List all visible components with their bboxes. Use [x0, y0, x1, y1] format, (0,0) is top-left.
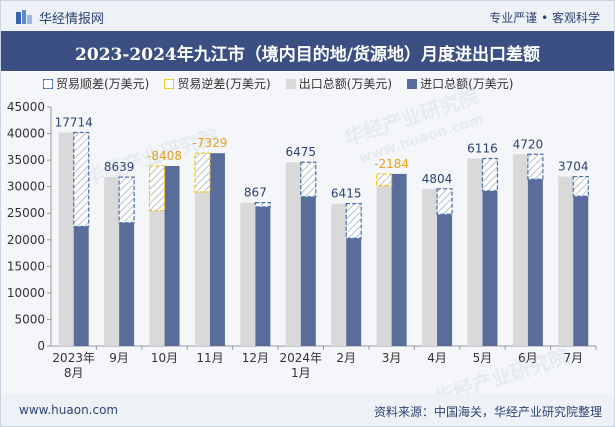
x-tick-label: 5月: [473, 351, 493, 365]
y-tick-label: 15000: [7, 259, 45, 273]
footer-url-link[interactable]: www.huaon.com: [19, 403, 119, 417]
import-bar: [209, 153, 225, 346]
legend-label-import: 进口总额(万美元): [420, 77, 514, 91]
x-tick-label: 8月: [64, 366, 84, 380]
balance-data-label: 4720: [513, 137, 544, 151]
brand[interactable]: 华经情报网: [15, 8, 104, 27]
balance-data-label: -8408: [147, 149, 182, 163]
x-tick-label: 6月: [518, 351, 538, 365]
export-bar: [422, 188, 438, 346]
balance-data-label: -2184: [374, 157, 409, 171]
x-tick-label: 10月: [151, 351, 178, 365]
import-bar: [255, 206, 271, 346]
balance-data-label: -7329: [193, 136, 228, 150]
legend-label-deficit: 贸易逆差(万美元): [177, 77, 271, 91]
x-tick-label: 7月: [563, 351, 583, 365]
export-bar: [512, 154, 528, 346]
export-bar: [285, 162, 301, 346]
chart-legend: 贸易顺差(万美元) 贸易逆差(万美元) 出口总额(万美元) 进口总额(万美元): [43, 75, 514, 92]
x-tick-label: 4月: [427, 351, 447, 365]
title-bar: 2023-2024年九江市（境内目的地/货源地）月度进出口差额: [1, 31, 614, 71]
x-tick-label: 2023年: [52, 351, 95, 365]
surplus-bar: [73, 131, 90, 228]
import-bar: [300, 196, 316, 346]
legend-swatch-surplus: [43, 78, 53, 89]
x-tick-label: 1月: [291, 366, 311, 380]
y-tick-label: 0: [37, 339, 45, 353]
deficit-bar: [194, 152, 211, 193]
surplus-bar: [527, 153, 544, 180]
legend-swatch-import: [407, 78, 418, 89]
x-tick-label: 2024年: [280, 351, 323, 365]
x-tick-label: 3月: [382, 351, 402, 365]
footer-bar: www.huaon.com 资料来源：中国海关，华经产业研究院整理: [1, 394, 614, 426]
balance-data-label: 6415: [331, 187, 362, 201]
import-bar: [164, 165, 180, 346]
y-tick-label: 30000: [7, 180, 45, 194]
export-bar: [331, 203, 347, 346]
export-bar: [467, 158, 483, 346]
y-tick-label: 5000: [14, 312, 45, 326]
chart-title: 2023-2024年九江市（境内目的地/货源地）月度进出口差额: [75, 45, 540, 65]
surplus-bar: [572, 175, 589, 197]
x-tick-label: 12月: [242, 351, 269, 365]
import-bar: [437, 214, 453, 346]
tagline: 专业严谨 • 客观科学: [489, 11, 600, 25]
balance-data-label: 6475: [286, 145, 317, 159]
export-bar: [149, 210, 165, 346]
huajing-logo-icon: [16, 9, 32, 24]
x-tick-label: 11月: [196, 351, 223, 365]
x-tick-label: 2月: [336, 351, 356, 365]
deficit-bar: [376, 173, 393, 187]
brand-name: 华经情报网: [39, 12, 105, 27]
legend-swatch-export: [285, 78, 296, 89]
top-bar: 华经情报网 专业严谨 • 客观科学: [1, 1, 614, 31]
export-bar: [376, 185, 392, 346]
deficit-bar: [148, 165, 166, 212]
balance-data-label: 4804: [422, 172, 453, 186]
import-bar: [482, 190, 498, 346]
x-tick-label: 9月: [109, 351, 129, 365]
surplus-bar: [300, 161, 317, 198]
export-bar: [194, 191, 210, 346]
legend-item-import: 进口总额(万美元): [407, 75, 514, 92]
surplus-bar: [254, 201, 271, 208]
export-bar: [104, 177, 120, 346]
bar-chart: 0 5000 10000 15000 20000 25000 30000 35000 40000…: [7, 100, 597, 380]
balance-data-label: 8639: [104, 160, 135, 174]
import-bar: [119, 222, 135, 346]
import-bar: [73, 226, 89, 346]
export-bar: [558, 176, 574, 346]
legend-item-deficit: 贸易逆差(万美元): [164, 75, 271, 92]
balance-data-label: 867: [244, 186, 267, 200]
y-tick-label: 40000: [7, 127, 45, 141]
surplus-bar: [481, 157, 499, 192]
surplus-bar: [118, 176, 135, 224]
export-bar: [58, 132, 74, 346]
import-bar: [391, 173, 407, 346]
legend-item-surplus: 贸易顺差(万美元): [43, 75, 149, 92]
y-tick-label: 45000: [7, 100, 45, 114]
legend-label-export: 出口总额(万美元): [298, 77, 393, 91]
legend-item-export: 出口总额(万美元): [285, 75, 393, 92]
y-tick-label: 10000: [7, 286, 45, 300]
legend-label-surplus: 贸易顺差(万美元): [56, 77, 150, 91]
import-bar: [346, 238, 362, 346]
balance-data-label: 17714: [55, 115, 93, 129]
footer-source: 资料来源：中国海关，华经产业研究院整理: [373, 405, 602, 419]
surplus-bar: [436, 188, 453, 215]
y-tick-label: 35000: [7, 153, 45, 167]
balance-data-label: 6116: [467, 142, 498, 156]
y-tick-label: 20000: [7, 233, 45, 247]
import-bar: [573, 196, 589, 346]
import-bar: [527, 179, 543, 346]
y-tick-label: 25000: [7, 206, 45, 220]
surplus-bar: [345, 203, 362, 239]
export-bar: [240, 202, 256, 346]
legend-swatch-deficit: [164, 78, 175, 89]
balance-data-label: 3704: [558, 160, 589, 174]
